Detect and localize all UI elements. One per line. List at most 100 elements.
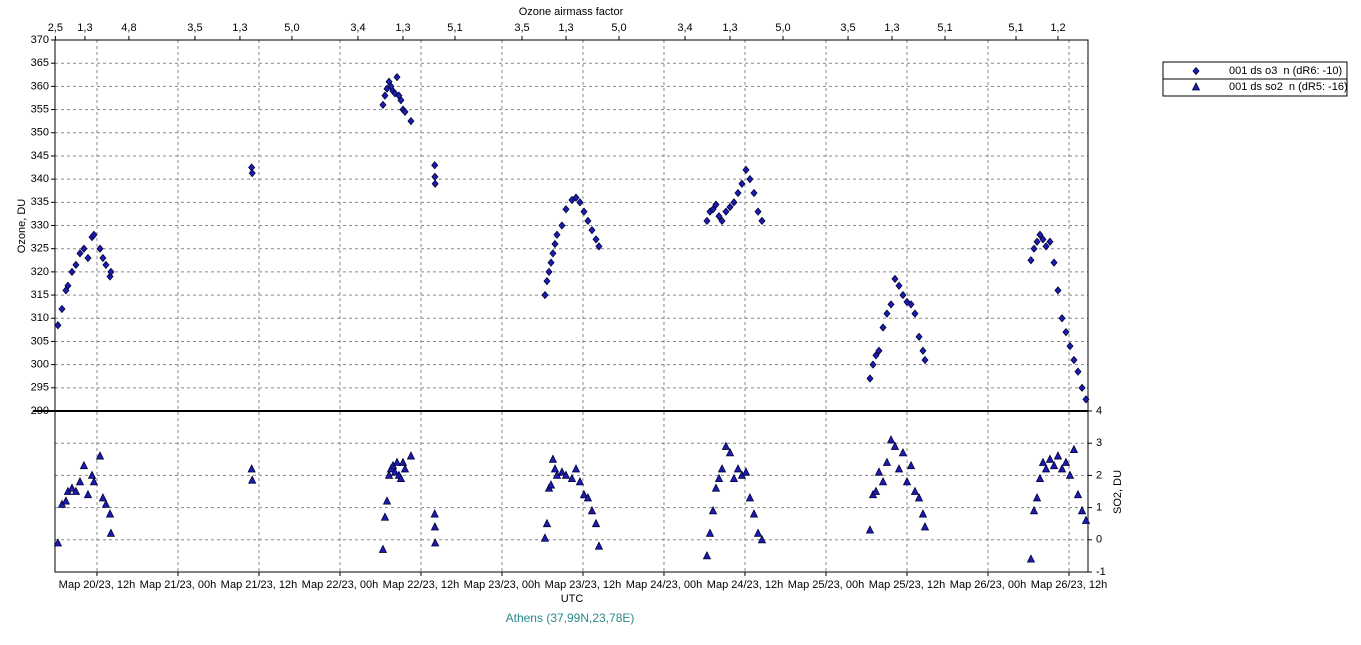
data-point [587,505,597,515]
data-point [562,205,570,214]
data-point [749,509,759,518]
data-point [79,460,89,470]
y-tick-label: 350 [31,127,49,139]
y2-tick-label: 0 [1096,534,1102,546]
data-point [106,528,116,537]
data-point [72,260,80,270]
data-point [90,230,98,239]
data-point [397,96,405,105]
data-point [903,297,911,307]
data-point [378,544,388,553]
y-tick-label: 330 [31,219,49,231]
data-point [1042,242,1050,251]
x-tick-label: Мар 23/23, 12h [545,579,622,591]
data-point [105,509,115,518]
data-point [430,509,439,518]
data-point [887,300,895,309]
data-point [1026,554,1036,563]
y2-tick-label: -1 [1096,566,1106,578]
data-point [107,267,115,276]
data-point [910,486,920,495]
top-tick-label: 1,2 [1050,22,1065,34]
data-point [1046,237,1054,246]
data-point [1045,454,1055,463]
x-tick-label: Мар 22/23, 00h [302,579,379,591]
top-tick-label: 5,0 [284,22,299,34]
data-point [430,538,440,547]
y-tick-label: 310 [31,312,49,324]
data-point [1054,286,1062,295]
data-point [1065,470,1075,479]
data-point [705,528,715,537]
data-point [431,161,439,170]
data-point [542,518,552,528]
data-point [102,260,110,270]
data-point [381,91,389,100]
data-point [726,202,734,212]
data-point [407,117,415,126]
data-point [572,193,580,202]
data-point [708,505,718,515]
data-point [753,528,763,537]
data-point [1032,493,1042,502]
data-point [750,188,758,198]
data-point [1036,230,1044,239]
data-point [382,496,392,505]
top-tick-label: 3,5 [187,22,202,34]
data-point [67,483,77,492]
top-tick-label: 1,3 [77,22,92,34]
data-point [396,473,406,483]
caption: Athens (37,99N,23,78E) [506,611,635,625]
data-point [1061,457,1071,466]
data-point [58,304,66,314]
top-tick-label: 3,5 [514,22,529,34]
data-point [83,489,93,499]
data-point [1074,367,1082,376]
data-point [1049,460,1059,470]
legend-marker [1192,66,1200,76]
data-point [1029,505,1039,515]
data-point [545,267,553,276]
top-tick-label: 1,3 [232,22,247,34]
data-point [883,309,891,318]
data-point [1030,244,1038,253]
data-point [898,447,908,457]
data-point [714,473,724,483]
data-point [561,470,571,479]
data-point [1058,314,1066,323]
data-point [1070,355,1078,365]
data-point [592,235,600,244]
x-tick-label: Мар 25/23, 12h [869,579,946,591]
data-point [886,435,896,444]
y-tick-label: 355 [31,103,49,115]
data-point [1082,395,1090,404]
data-point [911,309,919,318]
data-point [76,249,84,258]
x-tick-label: Мар 26/23, 12h [1031,579,1108,591]
y-tick-label: 325 [31,243,49,255]
top-tick-label: 2,5 [48,22,63,34]
data-point [717,464,727,473]
y-tick-label: 295 [31,382,49,394]
data-point [1035,473,1045,483]
top-tick-label: 1,3 [722,22,737,34]
data-point [757,534,767,544]
data-point [575,476,585,486]
data-point [729,473,739,483]
data-point [907,300,915,309]
data-point [95,451,105,460]
data-point [247,464,256,473]
data-point [1073,489,1083,499]
data-point [754,207,762,216]
data-point [1057,464,1067,473]
data-point [430,522,440,531]
data-point [920,522,930,531]
y-tick-label: 320 [31,266,49,278]
legend-label: 001 ds so2 n (dR5: -16) [1229,81,1348,93]
data-point [879,323,887,332]
data-point [548,454,558,463]
y-tick-label: 305 [31,335,49,347]
data-point [1038,457,1048,466]
data-point [392,457,402,466]
data-point [384,470,394,479]
